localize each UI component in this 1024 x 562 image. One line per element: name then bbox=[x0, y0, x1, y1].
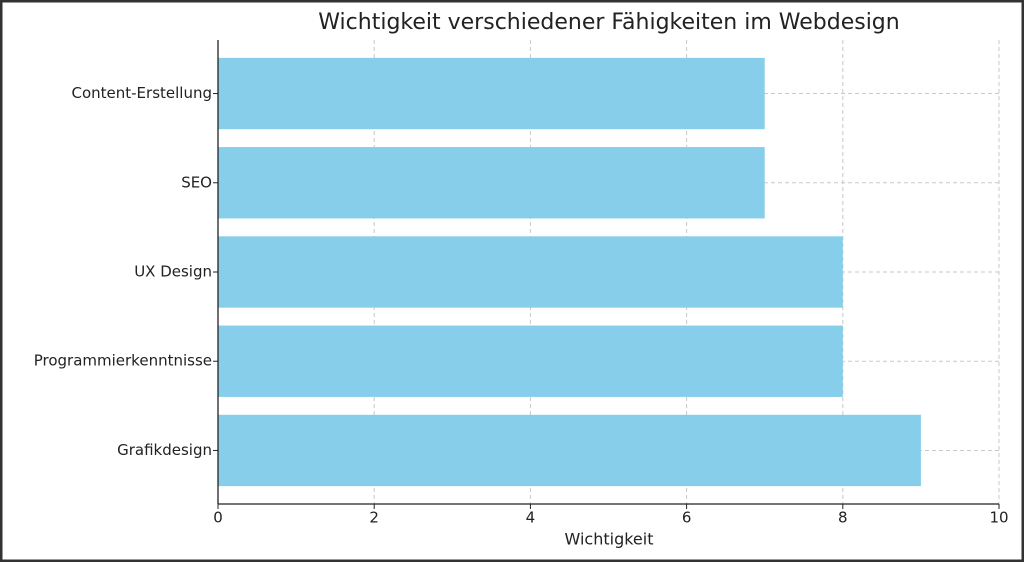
y-tick-label: UX Design bbox=[134, 263, 212, 281]
x-tick-label: 10 bbox=[989, 509, 1008, 527]
y-tick-label: Programmierkenntnisse bbox=[34, 352, 212, 370]
y-tick-label: Grafikdesign bbox=[117, 441, 212, 459]
bar bbox=[218, 57, 765, 130]
x-axis-label: Wichtigkeit bbox=[565, 530, 654, 549]
x-tick-label: 0 bbox=[213, 509, 223, 527]
bar bbox=[218, 236, 843, 308]
y-tick-label: SEO bbox=[181, 173, 212, 191]
bar bbox=[218, 325, 843, 397]
y-tick-label: Content-Erstellung bbox=[71, 84, 212, 102]
x-tick-label: 2 bbox=[369, 509, 379, 527]
x-tick-label: 4 bbox=[526, 509, 536, 527]
x-tick-label: 6 bbox=[682, 509, 692, 527]
chart-title: Wichtigkeit verschiedener Fähigkeiten im… bbox=[318, 10, 899, 35]
bar bbox=[218, 414, 921, 487]
bar bbox=[218, 147, 765, 219]
x-tick-label: 8 bbox=[838, 509, 848, 527]
